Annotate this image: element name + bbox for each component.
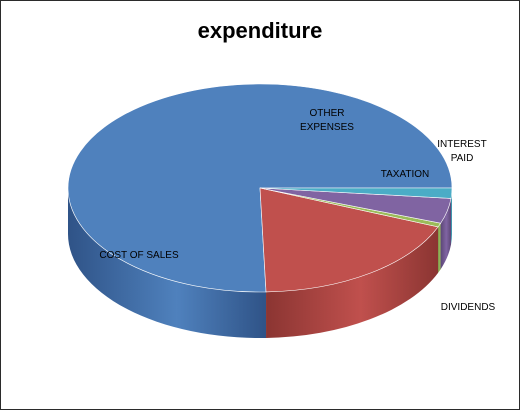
pie-side-taxation: [440, 198, 452, 270]
pie-side-other-expenses: [266, 226, 439, 338]
data-label-dividends: DIVIDENDS: [441, 302, 496, 313]
data-label-interest-paid: INTEREST PAID: [437, 139, 486, 164]
pie-slice-other-expenses: [259, 187, 439, 293]
data-label-taxation: TAXATION: [381, 169, 430, 180]
data-label-other-expenses: OTHER EXPENSES: [300, 108, 354, 133]
pie-labels: COST OF SALES OTHER EXPENSES INTEREST PAID TA…: [99, 108, 495, 313]
data-label-cost-of-sales: COST OF SALES: [99, 250, 179, 261]
chart-title: expenditure: [197, 18, 323, 43]
pie-side-walls: [68, 188, 452, 338]
pie-side-interest-paid: [438, 223, 441, 273]
pie-side-dividends: [451, 188, 452, 245]
pie-side-cost-of-sales: [68, 188, 267, 338]
pie-slice-dividends: [259, 187, 453, 199]
pie-top-faces: [67, 83, 453, 293]
